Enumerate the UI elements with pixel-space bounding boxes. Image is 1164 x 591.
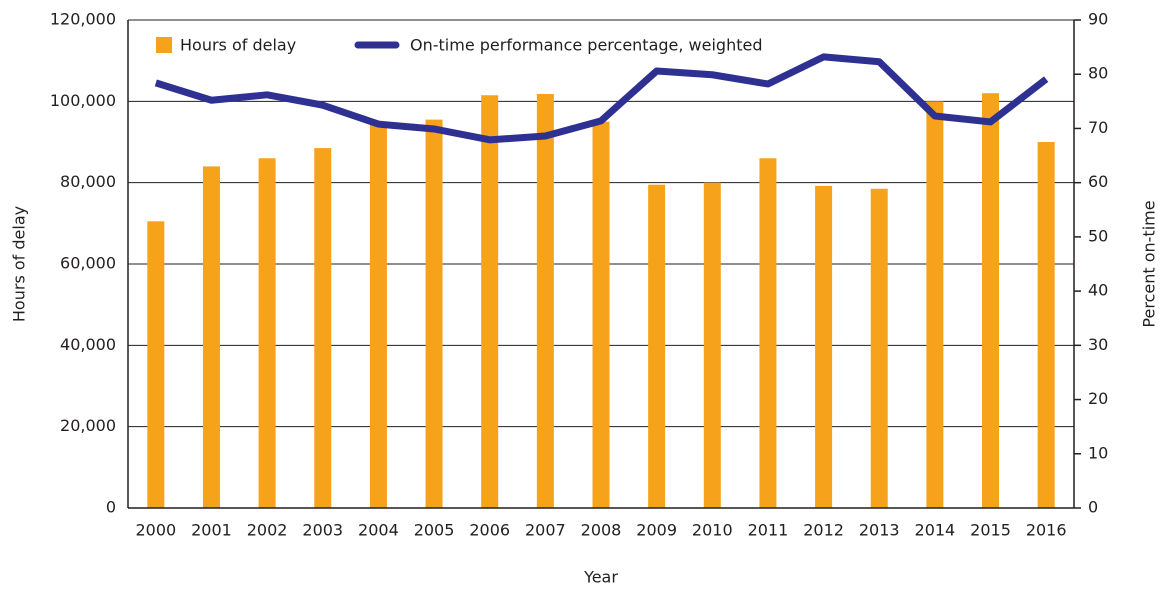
bar bbox=[314, 148, 332, 508]
bar bbox=[982, 93, 1000, 508]
y-tick-label: 20,000 bbox=[60, 416, 116, 435]
x-axis-label: Year bbox=[583, 568, 618, 587]
x-tick-label: 2014 bbox=[915, 521, 956, 540]
bar bbox=[648, 184, 666, 508]
x-tick-label: 2015 bbox=[970, 521, 1011, 540]
y2-tick-label: 20 bbox=[1088, 389, 1108, 408]
y2-tick-label: 90 bbox=[1088, 10, 1108, 29]
y2-tick-label: 50 bbox=[1088, 226, 1108, 245]
bar bbox=[926, 101, 944, 508]
bar bbox=[202, 166, 220, 508]
y-tick-label: 40,000 bbox=[60, 335, 116, 354]
x-tick-label: 2005 bbox=[414, 521, 455, 540]
bar bbox=[147, 221, 165, 509]
x-tick-label: 2013 bbox=[859, 521, 900, 540]
y-tick-label: 80,000 bbox=[60, 172, 116, 191]
x-tick-label: 2008 bbox=[581, 521, 622, 540]
bar bbox=[815, 185, 833, 509]
y-tick-label: 0 bbox=[106, 498, 116, 517]
x-tick-label: 2009 bbox=[636, 521, 677, 540]
bar bbox=[369, 121, 387, 509]
bar bbox=[1037, 142, 1055, 508]
y2-tick-label: 40 bbox=[1088, 281, 1108, 300]
bar bbox=[703, 182, 721, 508]
bar bbox=[481, 95, 499, 508]
x-tick-label: 2016 bbox=[1026, 521, 1067, 540]
bar bbox=[870, 188, 888, 508]
legend-label: Hours of delay bbox=[180, 36, 296, 55]
x-tick-label: 2004 bbox=[358, 521, 399, 540]
bar bbox=[592, 121, 610, 509]
legend-label: On-time performance percentage, weighted bbox=[410, 36, 763, 55]
x-tick-label: 2000 bbox=[135, 521, 176, 540]
x-tick-label: 2012 bbox=[803, 521, 844, 540]
line bbox=[154, 53, 1049, 144]
x-tick-label: 2003 bbox=[302, 521, 343, 540]
y2-tick-label: 0 bbox=[1088, 498, 1098, 517]
y2-tick-label: 60 bbox=[1088, 172, 1108, 191]
x-tick-label: 2007 bbox=[525, 521, 566, 540]
legend-swatch bbox=[156, 37, 172, 53]
bar bbox=[536, 94, 554, 508]
bar bbox=[258, 158, 276, 508]
x-tick-label: 2006 bbox=[469, 521, 510, 540]
x-tick-label: 2010 bbox=[692, 521, 733, 540]
x-tick-label: 2011 bbox=[748, 521, 789, 540]
y-tick-label: 100,000 bbox=[50, 91, 116, 110]
y2-tick-label: 80 bbox=[1088, 64, 1108, 83]
y2-axis-label: Percent on-time bbox=[1140, 200, 1159, 327]
y2-tick-label: 30 bbox=[1088, 335, 1108, 354]
y2-tick-label: 10 bbox=[1088, 443, 1108, 462]
y2-tick-label: 70 bbox=[1088, 118, 1108, 137]
y-tick-label: 120,000 bbox=[50, 10, 116, 29]
y-axis-label: Hours of delay bbox=[10, 206, 29, 322]
y-tick-label: 60,000 bbox=[60, 254, 116, 273]
x-tick-label: 2001 bbox=[191, 521, 232, 540]
bar bbox=[425, 119, 443, 508]
bar bbox=[759, 158, 777, 508]
x-tick-label: 2002 bbox=[247, 521, 288, 540]
